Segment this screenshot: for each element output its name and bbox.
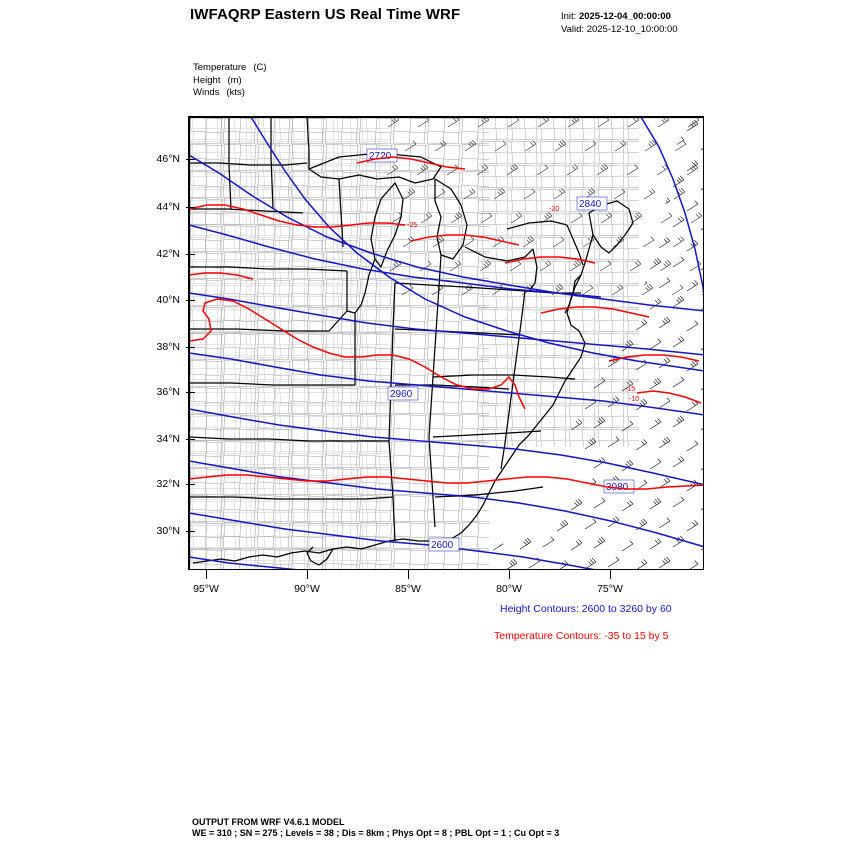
lon-tick-95W	[206, 570, 207, 579]
lon-label-85W: 85°W	[395, 583, 421, 595]
height-label-2600: 2600	[431, 540, 454, 551]
field-key-winds-name: Winds	[193, 87, 220, 98]
field-key-height-unit: (m)	[227, 74, 242, 86]
lat-label-32N: 32°N	[156, 478, 180, 490]
footer-config-line: WE = 310 ; SN = 275 ; Levels = 38 ; Dis …	[192, 828, 560, 838]
temperature-contour-labels: -15 -10 -20 -25	[407, 206, 639, 403]
lat-label-34N: 34°N	[156, 433, 180, 445]
lon-tick-75W	[610, 570, 611, 579]
lon-label-95W: 95°W	[193, 583, 219, 595]
lon-label-80W: 80°W	[496, 583, 522, 595]
lon-label-90W: 90°W	[294, 583, 320, 595]
field-key: Temperature (C) Height (m) Winds (kts)	[193, 62, 267, 100]
height-label-2720: 2720	[369, 151, 392, 162]
field-key-height-name: Height	[193, 74, 221, 86]
footer-model-line: OUTPUT FROM WRF V4.6.1 MODEL	[192, 817, 345, 827]
temperature-contours-legend: Temperature Contours: -35 to 15 by 5	[494, 630, 669, 642]
lat-tick-34N	[186, 439, 195, 440]
county-boundaries-layer	[189, 117, 639, 569]
lat-label-46N: 46°N	[156, 153, 180, 165]
map-plot-area[interactable]: 2720 2840 2960 3080 2600 -15 -10	[188, 116, 704, 570]
field-key-temperature-name: Temperature	[193, 62, 247, 73]
init-time-value: 2025-12-04_00:00:00	[578, 11, 671, 22]
lat-tick-46N	[186, 159, 195, 160]
page-title: IWFAQRP Eastern US Real Time WRF	[190, 6, 461, 23]
field-key-height: Height (m)	[193, 75, 267, 88]
height-label-2840: 2840	[579, 199, 602, 210]
lat-tick-44N	[186, 207, 195, 208]
lat-tick-42N	[186, 254, 195, 255]
lat-tick-38N	[186, 347, 195, 348]
init-time-row: Init: 2025-12-04_00:00:00	[561, 11, 671, 22]
temp-label-a: -15	[625, 386, 635, 393]
init-time-label: Init:	[561, 11, 577, 22]
temp-label-c: -20	[549, 206, 559, 213]
height-label-2960: 2960	[390, 389, 413, 400]
lon-tick-85W	[408, 570, 409, 579]
field-key-winds-unit: (kts)	[226, 87, 245, 98]
height-contours-layer	[189, 117, 703, 569]
lat-tick-32N	[186, 484, 195, 485]
temperature-contours-layer	[189, 156, 703, 490]
lat-tick-36N	[186, 392, 195, 393]
lon-label-75W: 75°W	[597, 583, 623, 595]
height-contours-legend: Height Contours: 2600 to 3260 by 60	[500, 603, 672, 615]
lat-label-30N: 30°N	[156, 525, 180, 537]
valid-time-row: Valid: 2025-12-10_10:00:00	[561, 24, 678, 35]
lat-label-38N: 38°N	[156, 341, 180, 353]
field-key-temperature: Temperature (C)	[193, 62, 267, 75]
valid-time-label: Valid:	[561, 24, 585, 35]
lat-tick-40N	[186, 300, 195, 301]
temp-label-b: -10	[629, 396, 639, 403]
field-key-winds: Winds (kts)	[193, 87, 267, 100]
lon-tick-80W	[509, 570, 510, 579]
lon-tick-90W	[307, 570, 308, 579]
lat-label-44N: 44°N	[156, 201, 180, 213]
lat-tick-30N	[186, 531, 195, 532]
lat-label-36N: 36°N	[156, 386, 180, 398]
lat-label-40N: 40°N	[156, 294, 180, 306]
lat-label-42N: 42°N	[156, 248, 180, 260]
field-key-temperature-unit: (C)	[253, 62, 267, 73]
temp-label-d: -25	[407, 222, 417, 229]
valid-time-value: 2025-12-10_10:00:00	[586, 24, 678, 35]
